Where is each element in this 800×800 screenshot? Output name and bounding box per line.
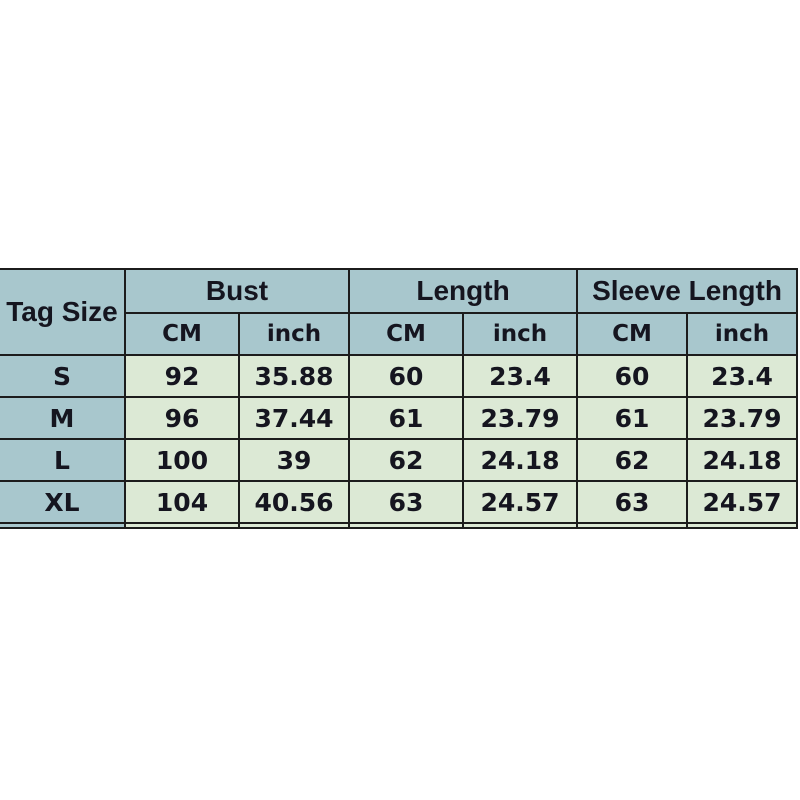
value-cell: 92 bbox=[126, 356, 240, 398]
size-chart: Tag Size Bust Length Sleeve Length CM in… bbox=[0, 268, 800, 529]
partial-row-cell bbox=[578, 524, 689, 529]
size-cell: S bbox=[0, 356, 126, 398]
value-cell: 100 bbox=[126, 440, 240, 482]
partial-row-cell bbox=[350, 524, 465, 529]
partial-row-cell bbox=[688, 524, 799, 529]
value-cell: 23.79 bbox=[464, 398, 579, 440]
value-cell: 24.18 bbox=[688, 440, 799, 482]
value-cell: 62 bbox=[350, 440, 465, 482]
size-cell: XL bbox=[0, 482, 126, 524]
cropped-partial-row bbox=[0, 524, 799, 529]
value-cell: 60 bbox=[578, 356, 689, 398]
value-cell: 24.57 bbox=[688, 482, 799, 524]
value-cell: 96 bbox=[126, 398, 240, 440]
value-cell: 60 bbox=[350, 356, 465, 398]
value-cell: 39 bbox=[240, 440, 351, 482]
table-row-s: S 92 35.88 60 23.4 60 23.4 bbox=[0, 356, 799, 398]
group-header-sleeve-length: Sleeve Length bbox=[578, 270, 799, 314]
table-row-l: L 100 39 62 24.18 62 24.18 bbox=[0, 440, 799, 482]
value-cell: 23.79 bbox=[688, 398, 799, 440]
value-cell: 61 bbox=[578, 398, 689, 440]
table-row-m: M 96 37.44 61 23.79 61 23.79 bbox=[0, 398, 799, 440]
value-cell: 24.57 bbox=[464, 482, 579, 524]
unit-header-length-inch: inch bbox=[464, 314, 579, 356]
size-cell: L bbox=[0, 440, 126, 482]
table-row-xl: XL 104 40.56 63 24.57 63 24.57 bbox=[0, 482, 799, 524]
header-units-row: CM inch CM inch CM inch bbox=[0, 314, 799, 356]
unit-header-bust-cm: CM bbox=[126, 314, 240, 356]
value-cell: 40.56 bbox=[240, 482, 351, 524]
unit-header-sleeve-cm: CM bbox=[578, 314, 689, 356]
size-cell: M bbox=[0, 398, 126, 440]
value-cell: 61 bbox=[350, 398, 465, 440]
unit-header-length-cm: CM bbox=[350, 314, 465, 356]
partial-row-cell bbox=[0, 524, 126, 529]
value-cell: 63 bbox=[350, 482, 465, 524]
value-cell: 104 bbox=[126, 482, 240, 524]
partial-row-cell bbox=[126, 524, 240, 529]
group-header-bust: Bust bbox=[126, 270, 351, 314]
partial-row-cell bbox=[464, 524, 579, 529]
value-cell: 35.88 bbox=[240, 356, 351, 398]
value-cell: 23.4 bbox=[464, 356, 579, 398]
partial-row-cell bbox=[240, 524, 351, 529]
value-cell: 23.4 bbox=[688, 356, 799, 398]
corner-header-cell: Tag Size bbox=[0, 270, 126, 356]
value-cell: 62 bbox=[578, 440, 689, 482]
unit-header-sleeve-inch: inch bbox=[688, 314, 799, 356]
group-header-length: Length bbox=[350, 270, 579, 314]
value-cell: 63 bbox=[578, 482, 689, 524]
unit-header-bust-inch: inch bbox=[240, 314, 351, 356]
header-group-row: Tag Size Bust Length Sleeve Length bbox=[0, 270, 799, 356]
value-cell: 37.44 bbox=[240, 398, 351, 440]
size-chart-table: Tag Size Bust Length Sleeve Length CM in… bbox=[0, 268, 799, 529]
value-cell: 24.18 bbox=[464, 440, 579, 482]
